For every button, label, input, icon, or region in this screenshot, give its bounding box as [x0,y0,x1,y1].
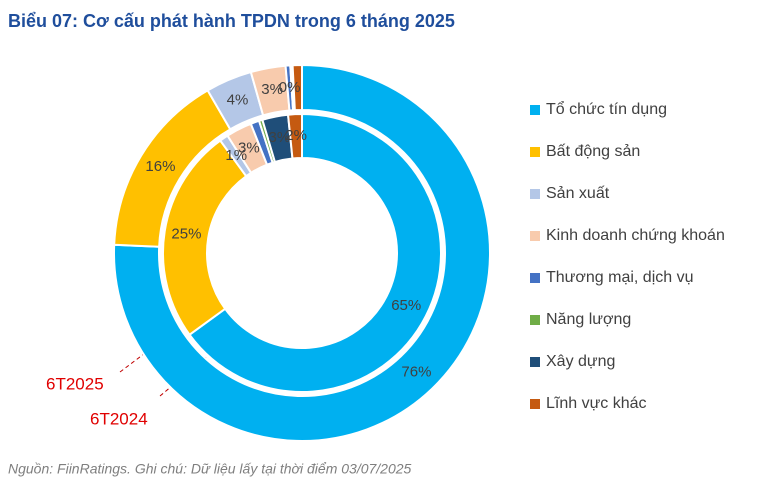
legend-label: Tổ chức tín dụng [546,100,667,118]
data-label: 2% [285,127,307,144]
data-label: 3% [261,81,283,98]
legend-swatch [530,315,540,325]
series-label: 6T2024 [90,409,148,428]
legend-swatch [530,357,540,367]
legend-swatch [530,105,540,115]
data-label: 65% [391,297,421,314]
legend-swatch [530,231,540,241]
legend-swatch [530,273,540,283]
legend-swatch [530,399,540,409]
series-label: 6T2025 [46,374,104,393]
leader-line [119,337,166,373]
data-label: 0% [279,79,301,96]
legend-label: Thương mại, dịch vụ [546,269,693,286]
data-label: 4% [227,92,249,109]
data-label: 25% [171,226,201,243]
legend-label: Lĩnh vực khác [546,395,647,412]
legend-label: Kinh doanh chứng khoán [546,227,725,244]
legend-label: Sản xuất [546,185,610,202]
legend-swatch [530,189,540,199]
data-label: 1% [225,147,247,164]
data-label: 16% [145,158,175,175]
data-label: 76% [401,364,431,381]
data-label: 3% [238,140,260,157]
legend-label: Bất động sản [546,143,640,160]
legend-label: Xây dựng [546,353,615,370]
chart-title: Biểu 07: Cơ cấu phát hành TPDN trong 6 t… [8,11,455,31]
donut-slice [113,63,491,442]
donut-slice [286,112,303,160]
source-note: Nguồn: FiinRatings. Ghi chú: Dữ liệu lấy… [8,461,412,477]
legend-swatch [530,147,540,157]
donut-slice [188,112,442,393]
donut-slice [291,63,303,112]
legend-label: Năng lượng [546,311,631,328]
data-label: 3% [269,129,291,146]
